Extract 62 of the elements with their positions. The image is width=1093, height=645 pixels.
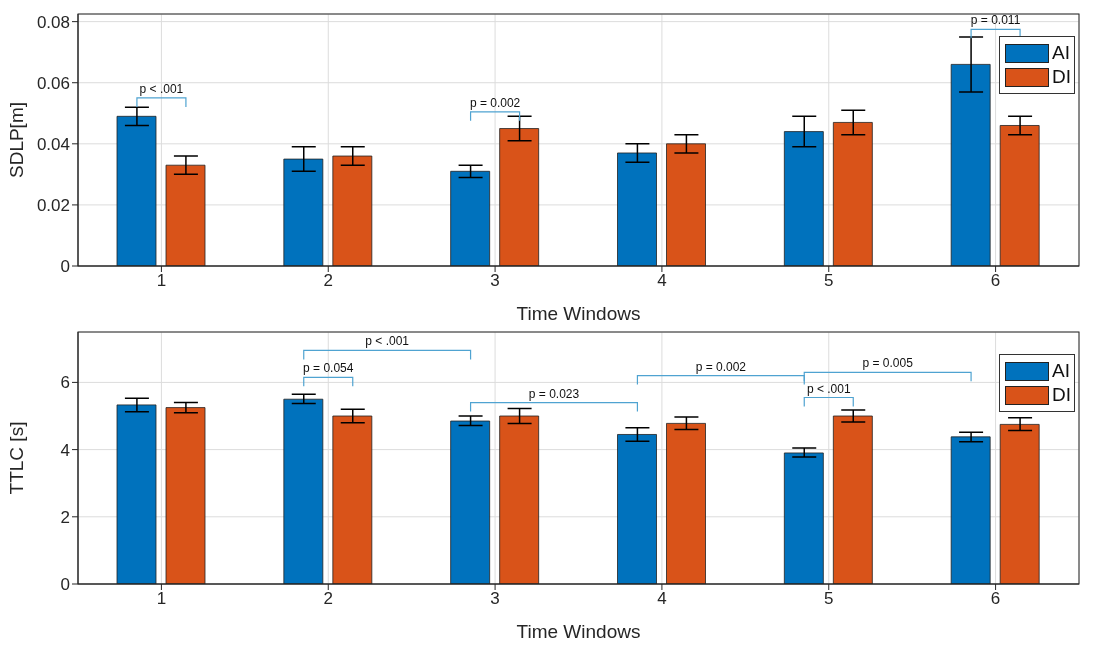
annotation: p < .001 [139, 81, 184, 96]
bar [283, 158, 324, 266]
x-tick-label: 1 [156, 271, 167, 291]
x-tick-label: 2 [323, 271, 333, 291]
bar [999, 125, 1040, 266]
x-tick-label: 5 [824, 271, 834, 291]
bar [165, 164, 206, 266]
annotation: p = 0.023 [528, 386, 580, 401]
bar [332, 155, 373, 266]
annotation: p < .001 [806, 381, 851, 396]
annotation: p = 0.002 [469, 95, 521, 110]
bar [283, 398, 324, 584]
bar [832, 415, 873, 584]
bar [666, 422, 706, 584]
x-tick-label: 3 [490, 589, 500, 609]
y-axis-title: TTLC [s] [5, 421, 27, 495]
bar [666, 143, 706, 266]
y-tick-label: 0.08 [36, 12, 70, 32]
bar [450, 420, 491, 584]
legend-label: DI [1052, 384, 1071, 406]
x-tick-label: 1 [156, 589, 167, 609]
x-tick-label: 3 [490, 271, 500, 291]
bar [165, 407, 206, 584]
x-tick-label: 4 [657, 271, 667, 291]
bar [617, 434, 657, 584]
annotation: p = 0.005 [862, 356, 914, 371]
bar [783, 131, 824, 266]
y-axis-title: SDLP[m] [5, 101, 27, 179]
y-tick-label: 0 [60, 575, 70, 595]
bar [832, 122, 873, 266]
annotation: p = 0.011 [970, 13, 1021, 28]
bar [332, 415, 373, 584]
y-tick-label: 0 [60, 257, 70, 277]
legend-label: DI [1052, 66, 1071, 88]
bar [450, 170, 491, 266]
x-tick-label: 2 [323, 589, 333, 609]
bar [499, 415, 540, 584]
annotation: p = 0.054 [303, 361, 354, 376]
y-tick-label: 2 [60, 507, 70, 527]
bar [116, 115, 157, 266]
legend-label: AI [1052, 42, 1070, 64]
bar [999, 424, 1040, 584]
bar [950, 64, 991, 266]
bar [617, 152, 657, 266]
x-tick-label: 5 [824, 589, 834, 609]
y-tick-label: 0.04 [36, 134, 70, 154]
y-tick-label: 6 [60, 373, 70, 393]
y-tick-label: 4 [60, 440, 70, 460]
y-tick-label: 0.06 [36, 73, 70, 93]
y-tick-label: 0.02 [36, 195, 70, 215]
x-axis-title: Time Windows [516, 303, 641, 324]
bar [783, 452, 824, 584]
bar [499, 128, 540, 266]
x-tick-label: 6 [990, 271, 1001, 291]
x-tick-label: 4 [657, 589, 667, 609]
x-tick-label: 6 [990, 589, 1001, 609]
bar [116, 404, 157, 584]
annotation: p = 0.002 [695, 359, 747, 374]
bar [950, 436, 991, 584]
x-axis-title: Time Windows [516, 621, 641, 642]
annotation: p < .001 [365, 334, 410, 349]
legend-label: AI [1052, 360, 1070, 382]
